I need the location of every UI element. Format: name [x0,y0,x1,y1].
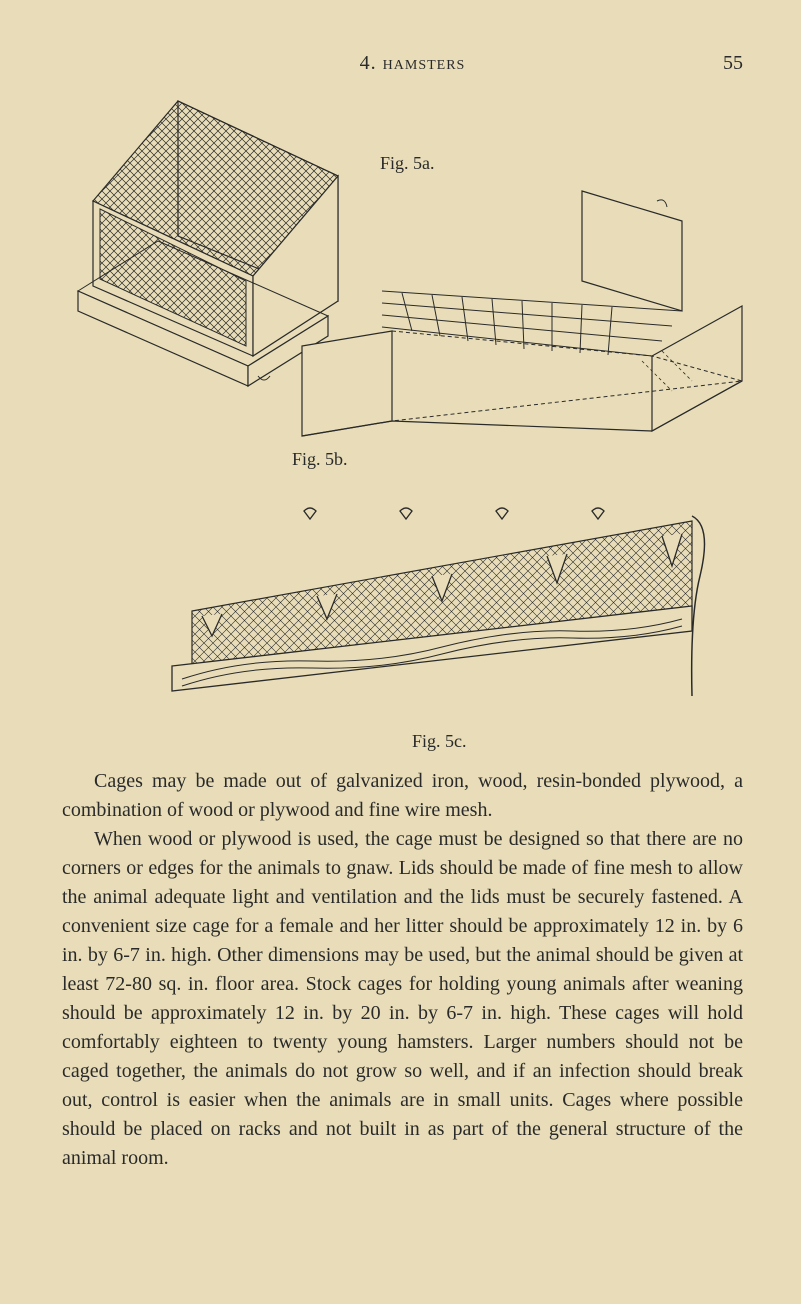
figure-5c [132,481,732,741]
paragraph-1: Cages may be made out of galvanized iron… [62,767,743,825]
paragraph-2: When wood or plywood is used, the cage m… [62,825,743,1173]
body-text: Cages may be made out of galvanized iron… [62,767,743,1173]
figure-5b-label: Fig. 5b. [292,449,348,470]
page-number: 55 [703,52,743,75]
figure-5b [262,181,762,441]
page-header: 4. hamsters 55 [62,52,743,75]
section-title: 4. hamsters [62,52,703,75]
figure-5a-label: Fig. 5a. [380,153,435,174]
page: 4. hamsters 55 [0,0,801,1304]
figure-5c-label: Fig. 5c. [412,731,467,752]
figures-block: Fig. 5a. [62,81,743,761]
